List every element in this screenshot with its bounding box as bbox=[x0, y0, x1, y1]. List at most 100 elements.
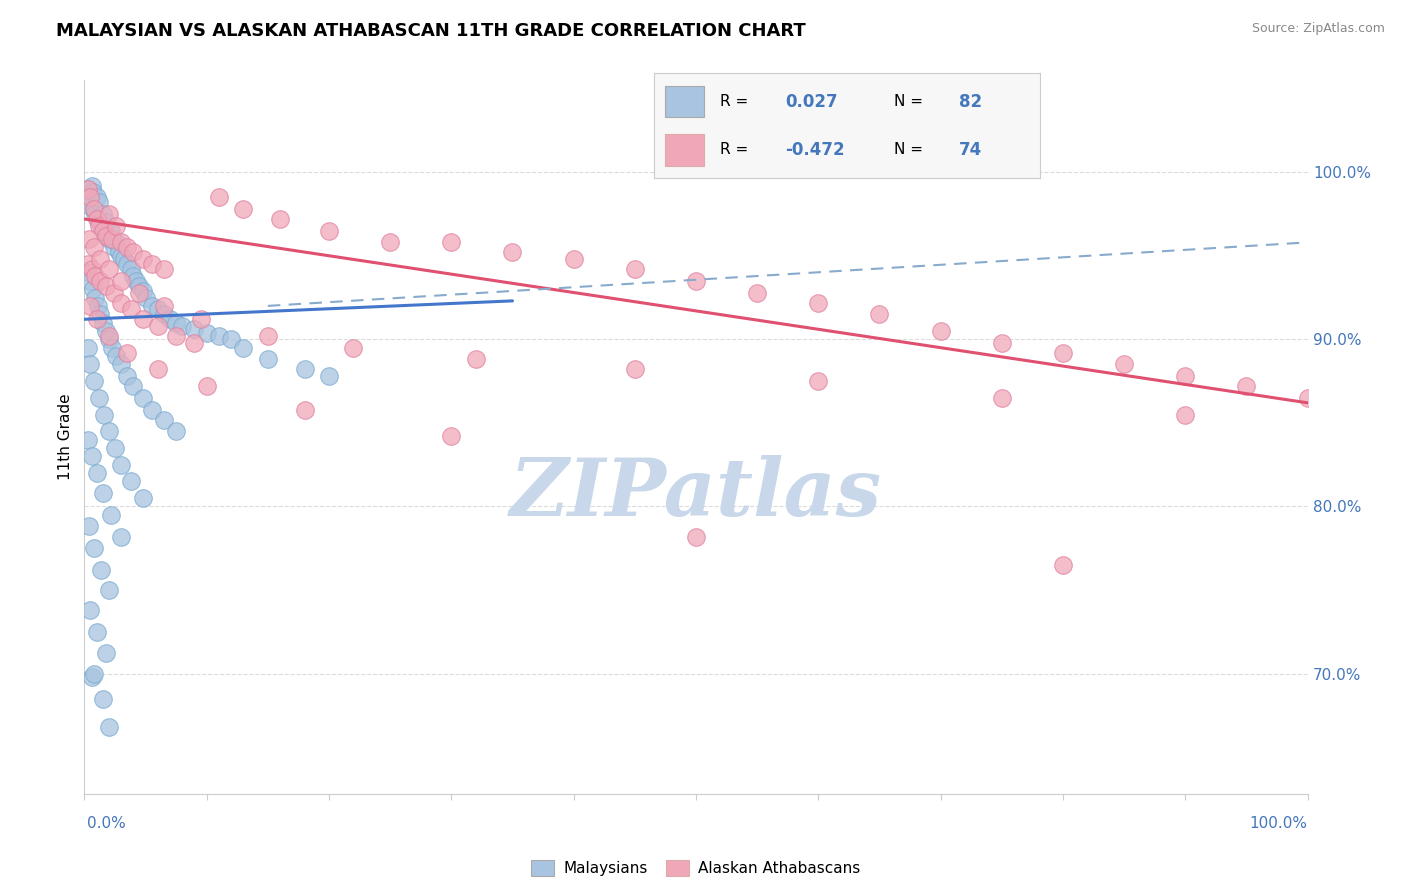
Point bbox=[96, 215, 118, 229]
Point bbox=[80, 450, 103, 464]
Point bbox=[97, 262, 120, 277]
Point bbox=[89, 215, 111, 229]
Point bbox=[97, 582, 120, 597]
Point bbox=[77, 265, 100, 279]
Text: N =: N = bbox=[894, 94, 922, 109]
Point bbox=[685, 529, 707, 543]
Point bbox=[132, 491, 155, 505]
Point bbox=[110, 358, 132, 372]
Point bbox=[97, 332, 120, 346]
Point bbox=[110, 235, 132, 250]
Point bbox=[97, 424, 120, 438]
Point bbox=[120, 302, 142, 317]
Point bbox=[165, 424, 187, 438]
Point bbox=[869, 307, 891, 321]
Point bbox=[208, 190, 231, 204]
Point bbox=[87, 195, 110, 210]
FancyBboxPatch shape bbox=[665, 134, 704, 166]
Text: 0.0%: 0.0% bbox=[87, 816, 127, 831]
Point bbox=[86, 624, 108, 639]
Point bbox=[440, 235, 463, 250]
Point bbox=[83, 666, 105, 681]
Point bbox=[153, 412, 176, 426]
Point bbox=[318, 224, 340, 238]
Point bbox=[103, 285, 125, 300]
Point bbox=[89, 252, 111, 266]
Point bbox=[96, 278, 118, 293]
Point bbox=[77, 232, 100, 246]
Point bbox=[122, 245, 145, 260]
Point bbox=[110, 249, 132, 263]
Point bbox=[219, 332, 242, 346]
Legend: Malaysians, Alaskan Athabascans: Malaysians, Alaskan Athabascans bbox=[526, 855, 866, 882]
Point bbox=[105, 235, 128, 250]
Point bbox=[87, 219, 110, 233]
Point bbox=[120, 262, 142, 277]
Text: R =: R = bbox=[720, 143, 748, 158]
Point bbox=[165, 329, 187, 343]
Point bbox=[747, 285, 769, 300]
Point bbox=[208, 329, 231, 343]
Point bbox=[1052, 345, 1074, 359]
Point bbox=[294, 402, 316, 417]
Point bbox=[991, 391, 1014, 405]
Point bbox=[232, 341, 254, 355]
Point bbox=[96, 228, 118, 243]
Point bbox=[91, 316, 114, 330]
Point bbox=[624, 262, 647, 277]
Point bbox=[146, 318, 169, 333]
Point bbox=[115, 240, 138, 254]
Point bbox=[97, 232, 120, 246]
Point bbox=[128, 285, 150, 300]
Point bbox=[97, 329, 120, 343]
Point bbox=[103, 240, 125, 254]
Point bbox=[269, 212, 291, 227]
Point bbox=[86, 466, 108, 480]
Point bbox=[1052, 558, 1074, 572]
Point bbox=[87, 299, 110, 313]
Point bbox=[83, 374, 105, 388]
Point bbox=[110, 458, 132, 472]
Point bbox=[77, 341, 100, 355]
Point bbox=[86, 212, 108, 227]
Point bbox=[132, 284, 155, 298]
Point bbox=[153, 299, 176, 313]
Point bbox=[83, 202, 105, 216]
Point bbox=[146, 362, 169, 376]
Point bbox=[929, 324, 952, 338]
Point bbox=[80, 178, 103, 193]
Point bbox=[101, 232, 124, 246]
Point bbox=[624, 362, 647, 376]
Point bbox=[122, 268, 145, 283]
Point bbox=[79, 299, 101, 313]
Point bbox=[232, 202, 254, 216]
Point bbox=[82, 186, 104, 200]
Point bbox=[685, 274, 707, 288]
Point bbox=[342, 341, 364, 355]
Point bbox=[105, 219, 128, 233]
Text: N =: N = bbox=[894, 143, 922, 158]
Point bbox=[122, 379, 145, 393]
Point bbox=[100, 508, 122, 522]
Point bbox=[132, 391, 155, 405]
Point bbox=[1236, 379, 1258, 393]
Point bbox=[112, 252, 135, 266]
Point bbox=[183, 335, 205, 350]
Point bbox=[132, 252, 155, 266]
Text: -0.472: -0.472 bbox=[786, 141, 845, 159]
Text: MALAYSIAN VS ALASKAN ATHABASCAN 11TH GRADE CORRELATION CHART: MALAYSIAN VS ALASKAN ATHABASCAN 11TH GRA… bbox=[56, 22, 806, 40]
Point bbox=[1114, 358, 1136, 372]
Point bbox=[294, 362, 316, 376]
Text: Source: ZipAtlas.com: Source: ZipAtlas.com bbox=[1251, 22, 1385, 36]
Point bbox=[257, 329, 280, 343]
Text: 74: 74 bbox=[959, 141, 983, 159]
Point bbox=[84, 291, 107, 305]
Point bbox=[110, 529, 132, 543]
Point bbox=[77, 257, 100, 271]
Point bbox=[100, 224, 122, 238]
Point bbox=[195, 379, 218, 393]
Point bbox=[90, 219, 112, 233]
Point bbox=[77, 190, 100, 204]
Point bbox=[141, 257, 163, 271]
Point bbox=[807, 295, 830, 310]
